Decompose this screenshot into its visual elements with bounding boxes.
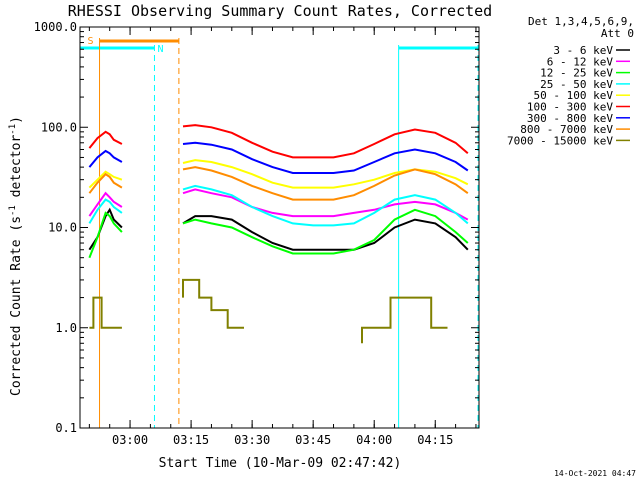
night-label: N [157, 44, 163, 55]
y-tick-label: 10.0 [48, 221, 77, 235]
y-axis-label-main: Corrected Count Rate (s [9, 216, 24, 396]
series-line-12-25-kev [182, 208, 469, 255]
legend-label-100-300-kev: 100 - 300 keV [527, 101, 613, 114]
y-tick-label: 1.0 [55, 321, 77, 335]
legend-label-50-100-kev: 50 - 100 keV [534, 89, 614, 102]
series-line-6-12-kev [88, 191, 123, 217]
series-line-100-300-kev [182, 124, 469, 159]
chart-title: RHESSI Observing Summary Count Rates, Co… [68, 2, 492, 20]
y-axis-label-sup1: -1 [8, 205, 18, 216]
x-axis: 03:00 03:15 03:30 03:45 04:00 04:15 [88, 27, 477, 447]
y-axis-label-end: ) [9, 116, 24, 124]
series-line-100-300-kev [88, 130, 123, 149]
series-line-25-50-kev [182, 184, 469, 227]
legend-header-line-1: Det 1,3,4,5,6,9, [528, 15, 634, 28]
legend-label-12-25-kev: 12 - 25 keV [540, 67, 613, 80]
x-axis-label: Start Time (10-Mar-09 02:47:42) [159, 456, 402, 471]
y-tick-label: 0.1 [55, 421, 77, 435]
legend-label-6-12-kev: 6 - 12 keV [547, 55, 614, 68]
x-tick-label: 04:00 [356, 433, 392, 447]
legend-label-7000-15000-kev: 7000 - 15000 keV [507, 134, 613, 147]
saa-label: S [88, 36, 94, 47]
series-layer [88, 124, 469, 344]
series-line-50-100-kev [182, 159, 469, 189]
x-tick-label: 03:00 [112, 433, 148, 447]
y-tick-label: 1000.0 [34, 20, 77, 34]
footer-timestamp: 14-Oct-2021 04:47 [554, 469, 636, 478]
legend-label-25-50-kev: 25 - 50 keV [540, 78, 613, 91]
legend-label-300-800-kev: 300 - 800 keV [527, 112, 613, 125]
x-tick-label: 04:15 [417, 433, 453, 447]
series-line-12-25-kev [88, 211, 123, 259]
series-line-800-7000-kev [88, 172, 123, 194]
series-line-25-50-kev [88, 198, 123, 224]
y-axis-label: Corrected Count Rate (s-1 detector-1) [8, 116, 24, 396]
x-tick-label: 03:30 [234, 433, 270, 447]
series-line-7000-15000-kev [182, 278, 244, 329]
y-axis-label-mid: detector [9, 135, 24, 206]
series-line-300-800-kev [88, 149, 123, 168]
x-tick-label: 03:15 [173, 433, 209, 447]
series-line-300-800-kev [182, 141, 469, 174]
legend-header-line-2: Att 0 [601, 27, 634, 40]
series-line-7000-15000-kev [361, 296, 448, 344]
series-line-800-7000-kev [182, 166, 469, 201]
legend-label-3-6-kev: 3 - 6 keV [553, 44, 613, 57]
series-line-6-12-kev [182, 188, 469, 221]
legend-label-800-7000-kev: 800 - 7000 keV [520, 123, 613, 136]
series-line-50-100-kev [88, 170, 123, 189]
y-axis: 0.1 1.0 10.0 100.0 1000.0 [34, 20, 479, 435]
y-tick-label: 100.0 [41, 120, 77, 134]
y-axis-label-sup2: -1 [8, 124, 18, 135]
x-tick-label: 03:45 [295, 433, 331, 447]
series-line-7000-15000-kev [89, 296, 122, 329]
series-line-3-6-kev [182, 215, 469, 251]
